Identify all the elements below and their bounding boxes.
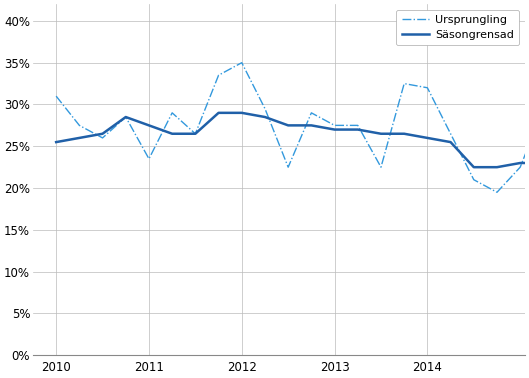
- Säsongrensad: [169, 132, 175, 136]
- Ursprungling: [401, 81, 407, 86]
- Ursprungling: [424, 85, 431, 90]
- Säsongrensad: [494, 165, 500, 169]
- Säsongrensad: [331, 127, 338, 132]
- Ursprungling: [354, 123, 361, 128]
- Säsongrensad: [146, 123, 152, 128]
- Ursprungling: [146, 156, 152, 161]
- Säsongrensad: [53, 140, 59, 144]
- Säsongrensad: [471, 165, 477, 169]
- Säsongrensad: [215, 111, 222, 115]
- Ursprungling: [99, 136, 106, 140]
- Säsongrensad: [192, 132, 198, 136]
- Säsongrensad: [401, 132, 407, 136]
- Säsongrensad: [285, 123, 291, 128]
- Ursprungling: [262, 106, 268, 111]
- Line: Säsongrensad: Säsongrensad: [56, 113, 529, 171]
- Ursprungling: [471, 177, 477, 182]
- Säsongrensad: [308, 123, 315, 128]
- Ursprungling: [378, 165, 384, 169]
- Line: Ursprungling: Ursprungling: [56, 63, 529, 197]
- Säsongrensad: [354, 127, 361, 132]
- Ursprungling: [331, 123, 338, 128]
- Säsongrensad: [123, 115, 129, 119]
- Ursprungling: [308, 111, 315, 115]
- Ursprungling: [285, 165, 291, 169]
- Säsongrensad: [239, 111, 245, 115]
- Ursprungling: [448, 132, 454, 136]
- Säsongrensad: [517, 161, 523, 165]
- Ursprungling: [215, 73, 222, 77]
- Säsongrensad: [76, 136, 83, 140]
- Säsongrensad: [424, 136, 431, 140]
- Ursprungling: [169, 111, 175, 115]
- Ursprungling: [53, 94, 59, 98]
- Ursprungling: [192, 132, 198, 136]
- Ursprungling: [494, 190, 500, 195]
- Säsongrensad: [262, 115, 268, 119]
- Legend: Ursprungling, Säsongrensad: Ursprungling, Säsongrensad: [396, 10, 519, 45]
- Ursprungling: [239, 60, 245, 65]
- Säsongrensad: [99, 132, 106, 136]
- Ursprungling: [517, 165, 523, 169]
- Säsongrensad: [378, 132, 384, 136]
- Ursprungling: [123, 115, 129, 119]
- Ursprungling: [76, 123, 83, 128]
- Säsongrensad: [448, 140, 454, 144]
